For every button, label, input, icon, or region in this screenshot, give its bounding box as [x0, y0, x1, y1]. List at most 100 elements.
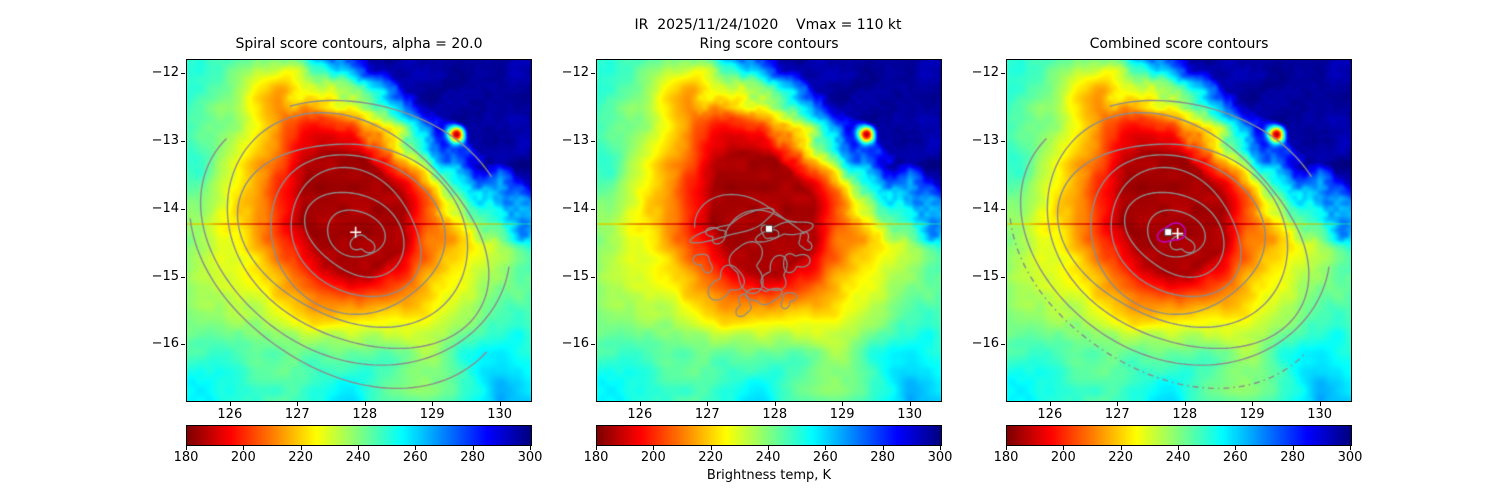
x-tick-label: 130	[487, 407, 513, 422]
spiral-score-map	[187, 60, 531, 401]
y-tick-mark	[181, 208, 185, 210]
colorbar-tick-label: 300	[1337, 450, 1363, 465]
x-tick-mark	[842, 402, 844, 406]
spiral-panel-axes	[186, 59, 532, 402]
colorbar-tick-label: 200	[1050, 450, 1076, 465]
y-tick-label: −16	[971, 336, 999, 352]
y-tick-label: −13	[151, 133, 179, 149]
x-tick-label: 129	[1239, 407, 1265, 422]
x-tick-mark	[297, 402, 299, 406]
colorbar-tick-label: 180	[993, 450, 1019, 465]
x-tick-mark	[909, 402, 911, 406]
colorbar-tick-mark	[1006, 446, 1007, 450]
y-tick-label: −15	[151, 268, 179, 284]
colorbar-tick-label: 220	[1108, 450, 1134, 465]
colorbar-gradient	[187, 426, 531, 445]
colorbar-tick-mark	[940, 446, 941, 450]
x-tick-label: 126	[217, 407, 243, 422]
colorbar-tick-label: 220	[288, 450, 314, 465]
colorbar-tick-mark	[1120, 446, 1122, 450]
y-tick-mark	[181, 141, 185, 143]
ring-score-map	[597, 60, 941, 401]
colorbar-gradient	[1007, 426, 1351, 445]
colorbar-tick-label: 240	[1165, 450, 1191, 465]
colorbar-tick-mark	[1063, 446, 1065, 450]
colorbar-tick-label: 260	[1222, 450, 1248, 465]
colorbar-tick-mark	[415, 446, 417, 450]
colorbar-tick-mark	[710, 446, 712, 450]
x-tick-label: 127	[284, 407, 310, 422]
colorbar-tick-mark	[530, 446, 531, 450]
colorbar-combined	[1006, 425, 1352, 446]
x-tick-mark	[229, 402, 231, 406]
y-tick-mark	[591, 208, 595, 210]
x-tick-mark	[774, 402, 776, 406]
combined-panel-axes	[1006, 59, 1352, 402]
y-tick-label: −16	[561, 336, 589, 352]
colorbar-tick-label: 260	[812, 450, 838, 465]
colorbar-tick-mark	[358, 446, 359, 450]
colorbar-label: Brightness temp, K	[706, 468, 832, 483]
colorbar-ring	[596, 425, 942, 446]
y-tick-mark	[1001, 208, 1005, 210]
y-tick-label: −14	[971, 200, 999, 216]
y-tick-mark	[1001, 73, 1005, 75]
figure-suptitle: IR 2025/11/24/1020 Vmax = 110 kt	[634, 17, 902, 33]
x-tick-label: 127	[694, 407, 720, 422]
x-tick-mark	[364, 402, 366, 406]
colorbar-tick-mark	[1178, 446, 1179, 450]
y-tick-mark	[591, 344, 595, 346]
x-tick-mark	[499, 402, 501, 406]
y-tick-mark	[591, 73, 595, 75]
x-tick-label: 129	[419, 407, 445, 422]
x-tick-mark	[432, 402, 434, 406]
colorbar-tick-label: 240	[345, 450, 371, 465]
y-tick-label: −13	[561, 133, 589, 149]
x-tick-label: 128	[1172, 407, 1198, 422]
panel-title-combined: Combined score contours	[1089, 36, 1269, 52]
x-tick-mark	[1319, 402, 1321, 406]
colorbar-gradient	[597, 426, 941, 445]
x-tick-mark	[1049, 402, 1051, 406]
y-tick-label: −15	[971, 268, 999, 284]
y-tick-label: −12	[561, 65, 589, 81]
colorbar-tick-label: 240	[755, 450, 781, 465]
colorbar-tick-label: 200	[230, 450, 256, 465]
x-tick-mark	[639, 402, 641, 406]
x-tick-mark	[707, 402, 709, 406]
colorbar-tick-label: 200	[640, 450, 666, 465]
y-tick-label: −16	[151, 336, 179, 352]
colorbar-tick-label: 280	[1280, 450, 1306, 465]
colorbar-tick-mark	[882, 446, 884, 450]
y-tick-mark	[181, 73, 185, 75]
combined-score-map	[1007, 60, 1351, 401]
colorbar-tick-label: 180	[583, 450, 609, 465]
x-tick-label: 127	[1104, 407, 1130, 422]
colorbar-tick-mark	[186, 446, 187, 450]
colorbar-spiral	[186, 425, 532, 446]
colorbar-tick-mark	[768, 446, 769, 450]
colorbar-tick-label: 260	[402, 450, 428, 465]
panel-title-spiral: Spiral score contours, alpha = 20.0	[235, 36, 483, 52]
x-tick-label: 129	[829, 407, 855, 422]
colorbar-tick-label: 280	[870, 450, 896, 465]
y-tick-mark	[181, 344, 185, 346]
colorbar-tick-mark	[1235, 446, 1237, 450]
y-tick-mark	[591, 276, 595, 278]
x-tick-label: 126	[627, 407, 653, 422]
x-tick-mark	[1117, 402, 1119, 406]
colorbar-tick-mark	[653, 446, 655, 450]
colorbar-tick-mark	[596, 446, 597, 450]
y-tick-mark	[1001, 141, 1005, 143]
y-tick-label: −14	[151, 200, 179, 216]
x-tick-mark	[1184, 402, 1186, 406]
x-tick-label: 130	[1307, 407, 1333, 422]
y-tick-label: −15	[561, 268, 589, 284]
colorbar-tick-label: 180	[173, 450, 199, 465]
x-tick-label: 126	[1037, 407, 1063, 422]
colorbar-tick-label: 300	[517, 450, 543, 465]
colorbar-tick-label: 300	[927, 450, 953, 465]
ring-panel-axes	[596, 59, 942, 402]
y-tick-label: −14	[561, 200, 589, 216]
